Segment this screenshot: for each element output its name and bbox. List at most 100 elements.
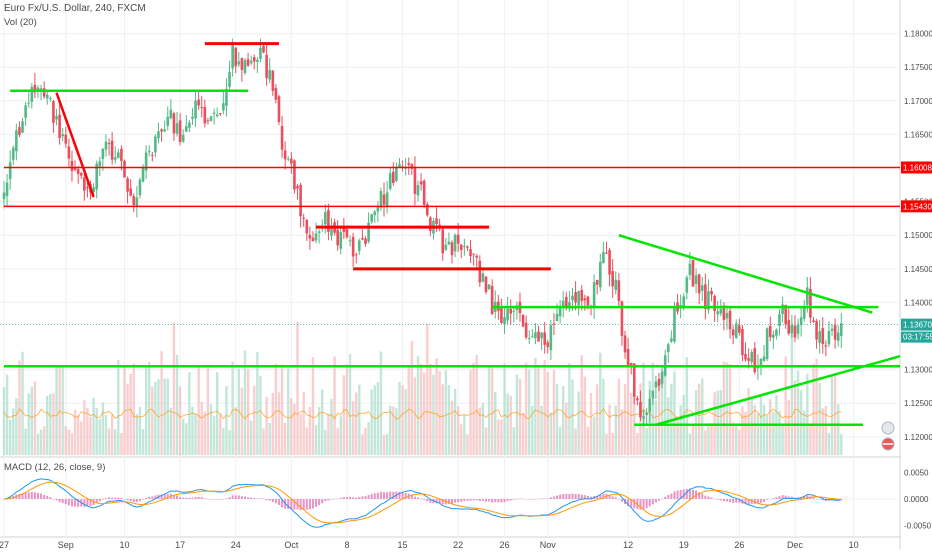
- macd-histogram-bar: [101, 499, 104, 500]
- candle-body: [327, 210, 330, 232]
- candle-body: [762, 356, 766, 361]
- macd-histogram-bar: [160, 494, 163, 499]
- candle-body: [18, 127, 21, 135]
- macd-histogram-bar: [766, 499, 769, 500]
- candle-body: [422, 180, 426, 205]
- macd-histogram-bar: [225, 498, 228, 499]
- macd-histogram-bar: [216, 499, 219, 500]
- volume-bar: [673, 371, 676, 455]
- volume-bar: [784, 356, 787, 455]
- macd-histogram-bar: [685, 489, 688, 499]
- candle-body: [249, 60, 253, 64]
- volume-bar: [274, 363, 278, 455]
- macd-histogram-bar: [834, 499, 837, 501]
- x-tick-label: Oct: [284, 540, 299, 550]
- macd-histogram-bar: [33, 492, 36, 499]
- candle-body: [265, 54, 268, 78]
- macd-histogram-bar: [24, 492, 27, 499]
- macd-histogram-bar: [194, 497, 197, 499]
- macd-histogram-bar: [142, 499, 145, 500]
- volume-bar: [21, 351, 24, 455]
- volume-bar: [209, 404, 213, 455]
- volume-bar: [602, 378, 605, 455]
- volume-bar: [330, 398, 333, 455]
- trendlines[interactable]: [0, 42, 901, 427]
- volume-bar: [324, 429, 327, 455]
- macd-histogram-bar: [154, 495, 157, 499]
- volume-bar: [287, 368, 290, 455]
- macd-histogram-bar: [661, 498, 664, 500]
- volume-bar: [268, 422, 271, 455]
- volume-bar: [509, 395, 512, 455]
- macd-histogram-bar: [800, 497, 803, 499]
- macd-histogram-bar: [324, 499, 327, 502]
- candle-body: [160, 129, 163, 132]
- volume-bar: [580, 355, 583, 455]
- macd-histogram-bar: [438, 499, 441, 504]
- candle-body: [308, 235, 312, 239]
- volume-bar: [308, 406, 312, 455]
- candle-body: [39, 88, 43, 90]
- candle-body: [429, 217, 432, 232]
- candle-body: [734, 323, 738, 338]
- volume-bar: [302, 392, 305, 455]
- macd-histogram-bar: [559, 494, 562, 499]
- volume-bar: [64, 426, 67, 455]
- macd-histogram-bar: [423, 499, 426, 500]
- candle-body: [503, 317, 506, 325]
- volume-bar: [626, 359, 630, 455]
- volume-bar: [707, 426, 710, 455]
- macd-histogram-bar: [763, 499, 766, 502]
- macd-histogram-bar: [305, 499, 308, 510]
- macd-histogram-bar: [271, 499, 274, 503]
- candle-body: [419, 181, 423, 185]
- macd-histogram-bar: [648, 499, 651, 507]
- macd-histogram-bar: [725, 499, 728, 502]
- volume-bar: [39, 429, 43, 455]
- macd-histogram-bar: [386, 492, 389, 499]
- candle-body: [506, 308, 509, 321]
- candle-body: [824, 345, 828, 347]
- volume-bar: [765, 415, 769, 455]
- volume-bar: [194, 413, 197, 455]
- candle-body: [450, 242, 454, 256]
- candle-body: [435, 218, 438, 224]
- volume-bar: [728, 363, 732, 455]
- macd-histogram-bar: [463, 499, 466, 502]
- macd-histogram-bar: [676, 490, 679, 499]
- volume-bar: [342, 375, 346, 455]
- volume-bar: [200, 401, 203, 455]
- macd-histogram-bar: [392, 491, 395, 499]
- volume-bar: [89, 416, 92, 455]
- candle-body: [246, 59, 250, 66]
- price-tags: 1.16008 1.15430 1.13670 03:17:55: [901, 161, 932, 343]
- volume-bar: [475, 354, 478, 455]
- macd-histogram-bar: [49, 497, 52, 499]
- candle-body: [809, 288, 812, 318]
- volume-bar: [83, 400, 86, 455]
- flag-icon[interactable]: [881, 421, 895, 435]
- side-icons[interactable]: [881, 421, 895, 451]
- volume-bar: [293, 403, 296, 455]
- macd-histogram-bar: [30, 491, 33, 499]
- volume-bar: [704, 430, 707, 455]
- volume-bar: [531, 405, 534, 455]
- macd-histogram-bar: [315, 499, 318, 507]
- candle-body: [11, 147, 15, 160]
- macd-histogram-bar: [500, 499, 503, 503]
- macd-histogram-bar: [410, 494, 413, 499]
- macd-histogram-bar: [549, 497, 552, 499]
- candle-body: [475, 255, 479, 258]
- volume-bar: [552, 369, 556, 455]
- macd-histogram-bar: [336, 498, 339, 500]
- macd-histogram-bar: [3, 499, 5, 500]
- candle-body: [299, 184, 302, 217]
- macd-histogram-bar: [250, 497, 253, 499]
- volume-bar: [623, 384, 627, 455]
- volume-bar: [367, 422, 370, 455]
- volume-bar: [138, 407, 142, 455]
- volume-bar: [667, 397, 670, 455]
- volume-bar: [793, 380, 797, 455]
